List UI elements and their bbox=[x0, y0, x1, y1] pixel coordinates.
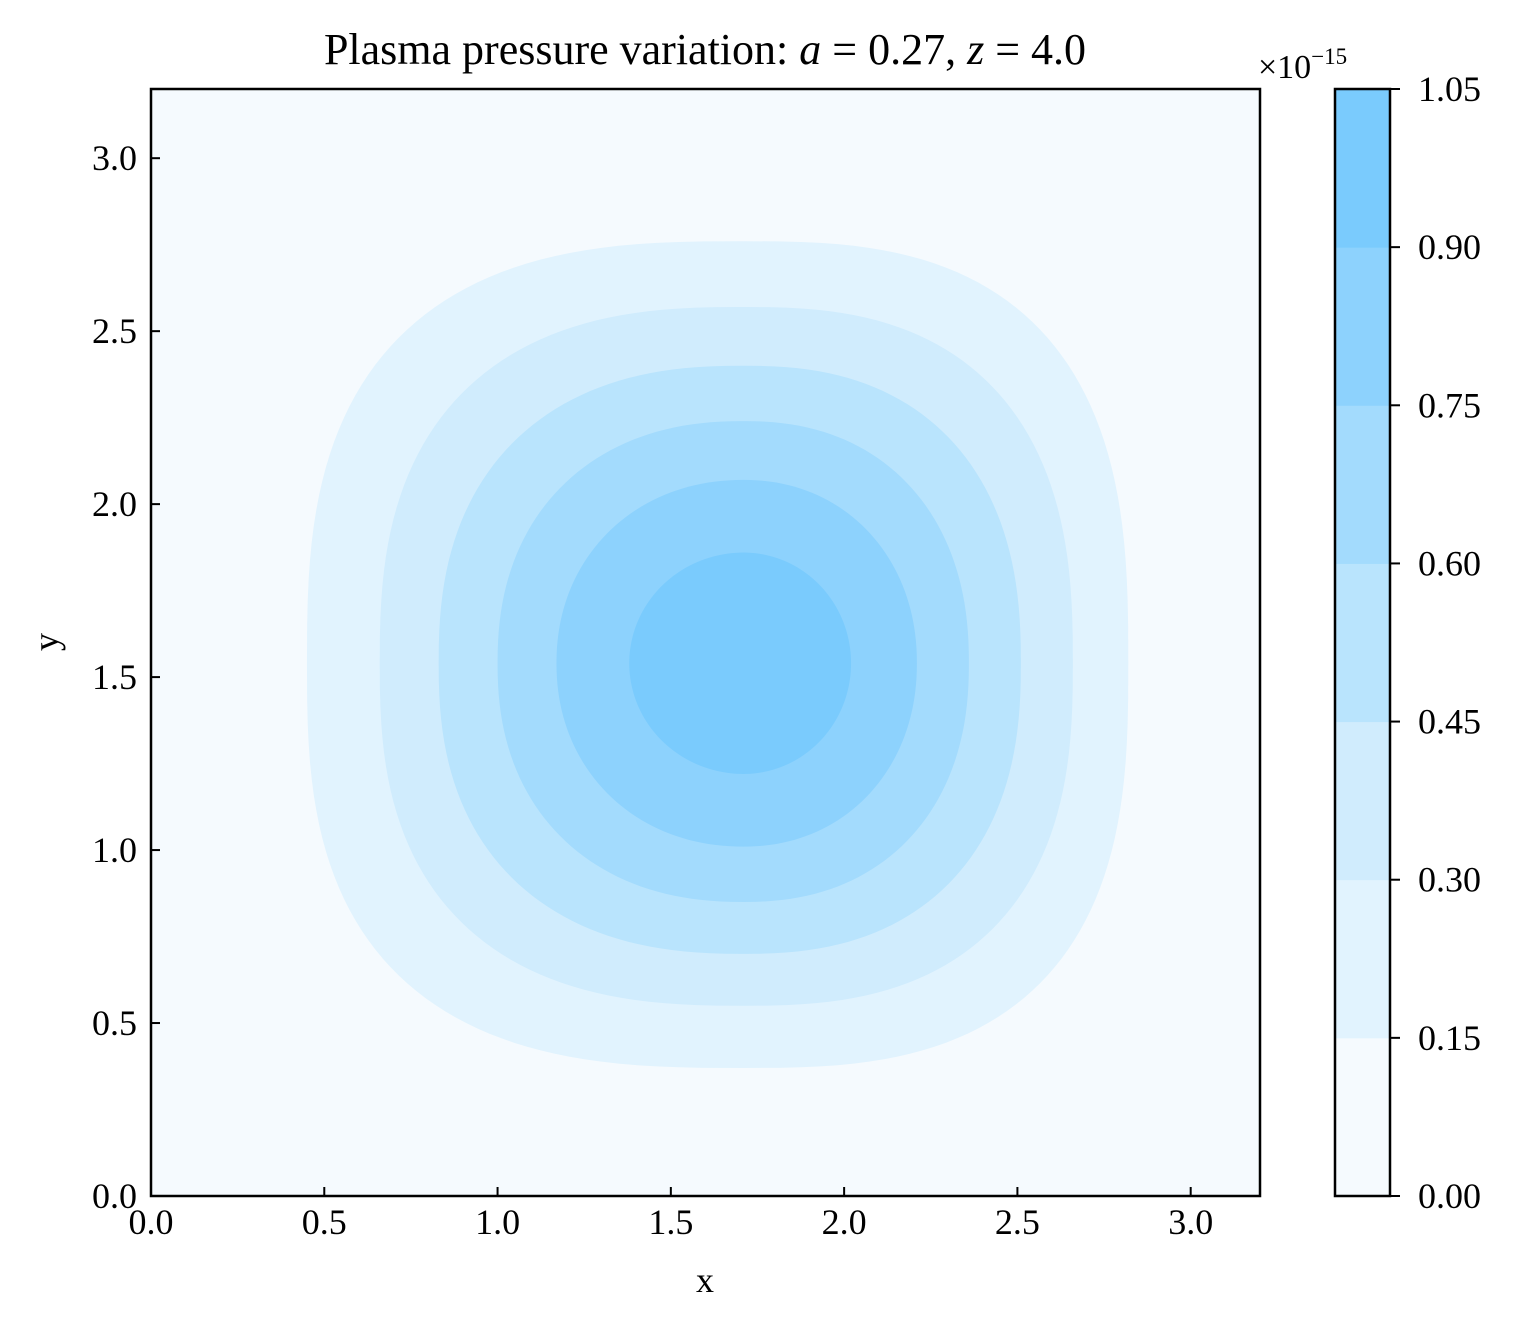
title-eq-z: = 4.0 bbox=[984, 25, 1086, 74]
title-var-a: a bbox=[799, 25, 821, 74]
y-axis-ticks: 0.0 0.5 1.0 1.5 2.0 2.5 3.0 bbox=[92, 138, 160, 1216]
x-tick-label: 2.5 bbox=[995, 1202, 1040, 1242]
y-axis-label: y bbox=[26, 633, 66, 651]
colorbar-tick-label: 0.75 bbox=[1418, 385, 1481, 425]
y-tick-label: 3.0 bbox=[92, 138, 137, 178]
y-tick-label: 1.0 bbox=[92, 830, 137, 870]
colorbar-frame bbox=[1333, 87, 1392, 1198]
colorbar-segment bbox=[1335, 89, 1390, 248]
colorbar-offset-prefix: ×10 bbox=[1258, 49, 1311, 86]
colorbar-offset-exponent: −15 bbox=[1311, 44, 1347, 69]
x-tick-label: 1.0 bbox=[475, 1202, 520, 1242]
colorbar-segment bbox=[1335, 247, 1390, 406]
y-tick-label: 1.5 bbox=[92, 657, 137, 697]
plot-frame bbox=[149, 87, 1262, 1198]
x-tick-label: 3.0 bbox=[1168, 1202, 1213, 1242]
colorbar-tick-label: 1.05 bbox=[1418, 69, 1481, 109]
contour-level-0_9 bbox=[629, 552, 852, 774]
colorbar-tick-label: 0.15 bbox=[1418, 1018, 1481, 1058]
title-prefix: Plasma pressure variation: bbox=[324, 25, 799, 74]
x-axis-ticks: 0.0 0.5 1.0 1.5 2.0 2.5 3.0 bbox=[129, 1187, 1213, 1242]
colorbar-tick-label: 0.45 bbox=[1418, 702, 1481, 742]
y-tick-label: 0.0 bbox=[92, 1176, 137, 1216]
colorbar bbox=[1335, 89, 1390, 1197]
x-tick-label: 0.0 bbox=[129, 1202, 174, 1242]
y-tick-label: 2.5 bbox=[92, 311, 137, 351]
x-tick-label: 1.5 bbox=[648, 1202, 693, 1242]
title-var-z: z bbox=[966, 25, 984, 74]
colorbar-offset-text: ×10−15 bbox=[1258, 44, 1347, 86]
colorbar-ticks: 0.00 0.15 0.30 0.45 0.60 0.75 0.90 1.05 bbox=[1390, 69, 1481, 1216]
colorbar-segment bbox=[1335, 563, 1390, 723]
colorbar-tick-label: 0.00 bbox=[1418, 1176, 1481, 1216]
y-tick-label: 2.0 bbox=[92, 484, 137, 524]
colorbar-tick-label: 0.60 bbox=[1418, 543, 1481, 583]
title-eq-a: = 0.27, bbox=[821, 25, 967, 74]
x-axis-label: x bbox=[696, 1260, 714, 1300]
contour-fills bbox=[306, 241, 1129, 1068]
colorbar-segment bbox=[1335, 879, 1390, 1039]
x-tick-label: 2.0 bbox=[822, 1202, 867, 1242]
colorbar-tick-label: 0.30 bbox=[1418, 860, 1481, 900]
y-tick-label: 0.5 bbox=[92, 1003, 137, 1043]
colorbar-segment bbox=[1335, 405, 1390, 564]
colorbar-segment bbox=[1335, 1037, 1390, 1197]
colorbar-tick-label: 0.90 bbox=[1418, 227, 1481, 267]
chart-title: Plasma pressure variation: a = 0.27, z =… bbox=[324, 25, 1086, 74]
x-tick-label: 0.5 bbox=[302, 1202, 347, 1242]
colorbar-segment bbox=[1335, 721, 1390, 881]
